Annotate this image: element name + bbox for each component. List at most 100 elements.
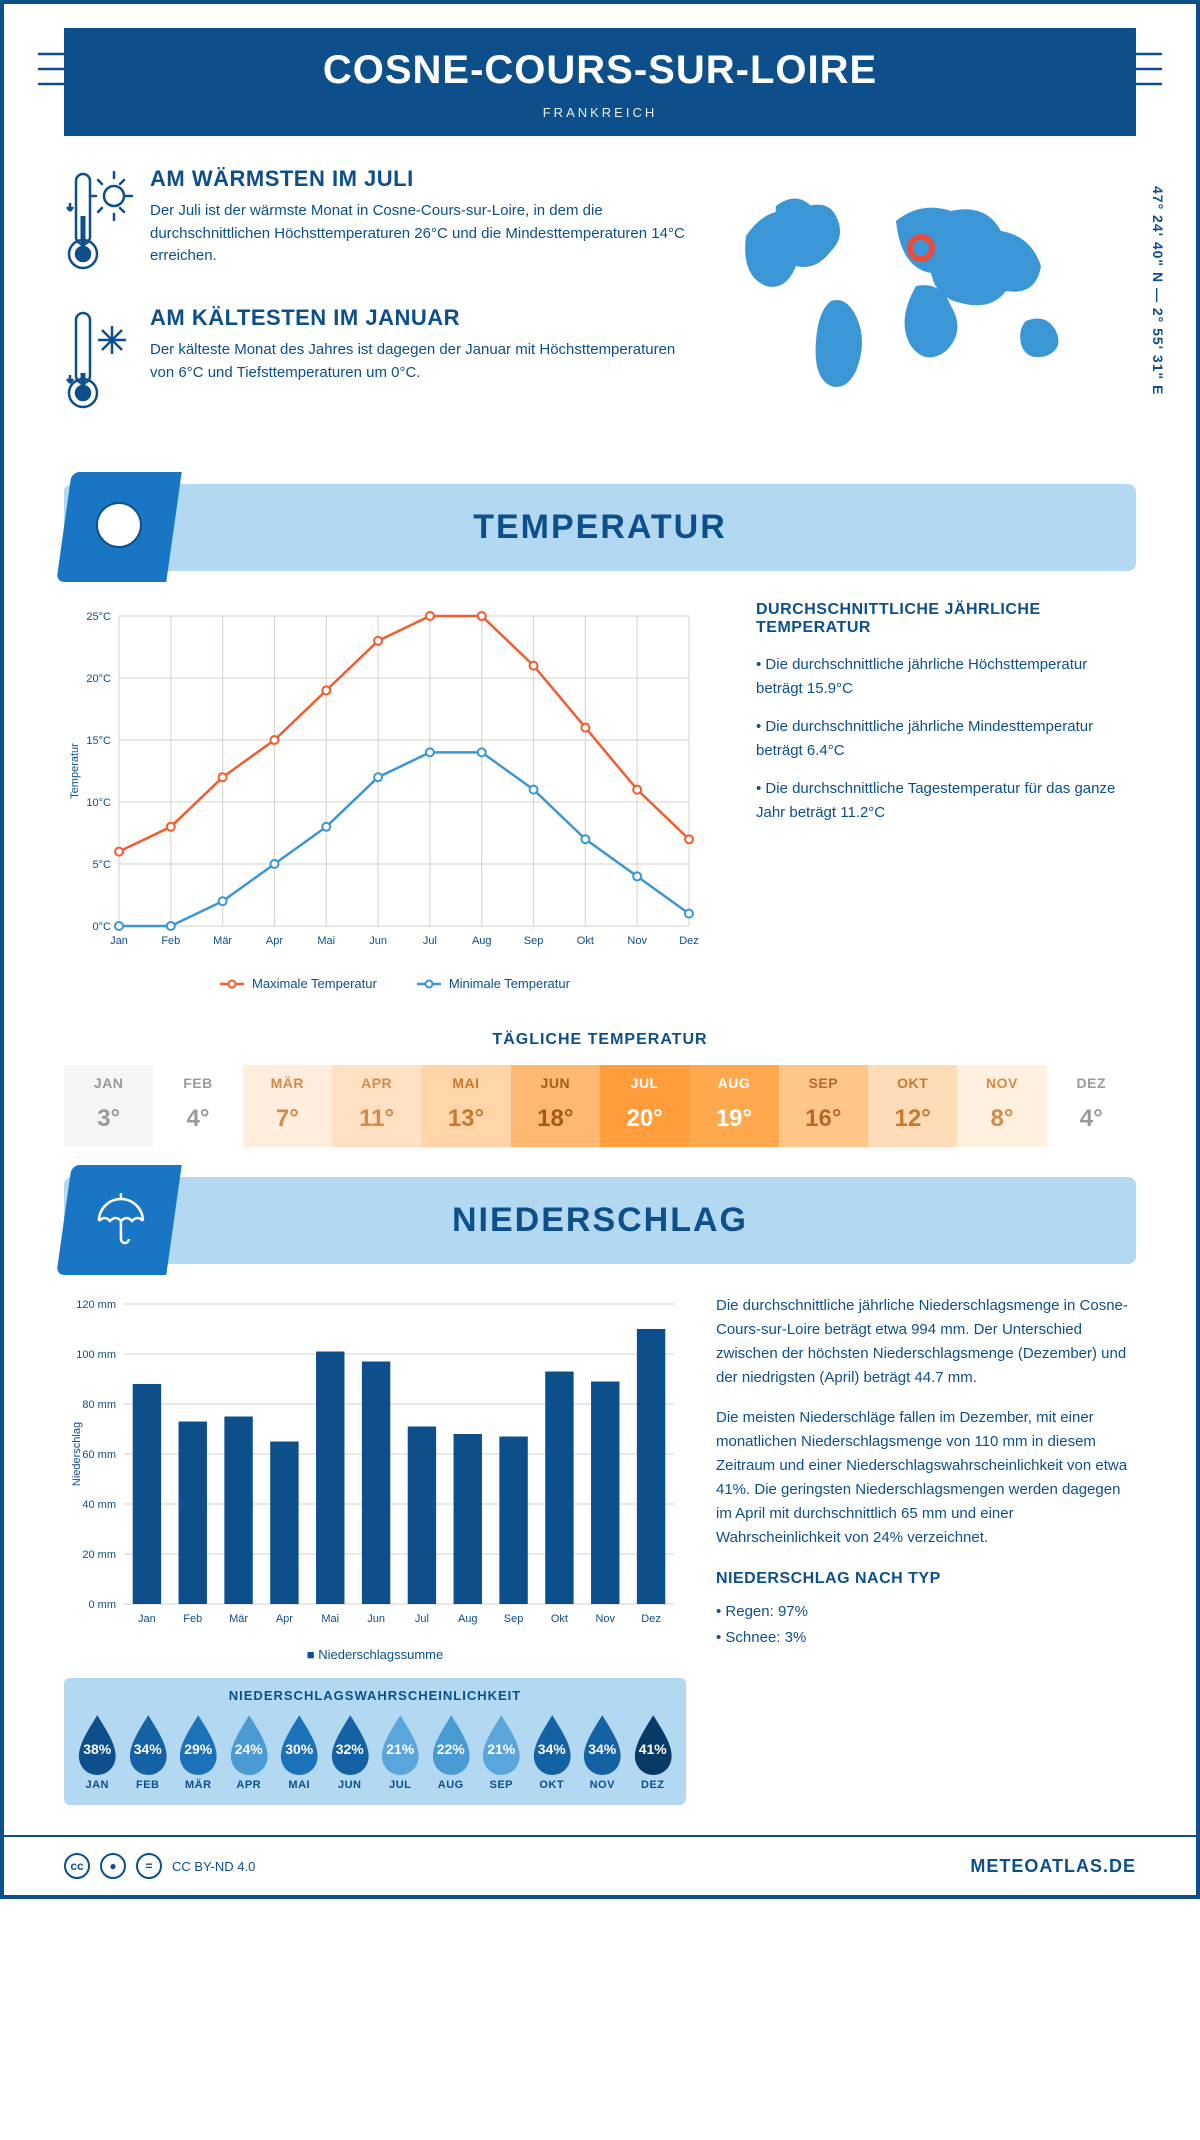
precip-section-bar: NIEDERSCHLAG bbox=[64, 1177, 1136, 1264]
daily-cell: NOV8° bbox=[957, 1065, 1046, 1147]
intro-facts: AM WÄRMSTEN IM JULI Der Juli ist der wär… bbox=[64, 166, 686, 444]
precip-p2: Die meisten Niederschläge fallen im Deze… bbox=[716, 1406, 1136, 1550]
svg-text:Apr: Apr bbox=[266, 935, 283, 947]
prob-cell: 21%JUL bbox=[377, 1713, 424, 1791]
svg-text:120 mm: 120 mm bbox=[76, 1299, 116, 1311]
map-area: 47° 24' 40" N — 2° 55' 31" E bbox=[716, 166, 1136, 444]
svg-text:Okt: Okt bbox=[551, 1613, 568, 1625]
temp-facts: DURCHSCHNITTLICHE JÄHRLICHE TEMPERATUR •… bbox=[756, 601, 1136, 991]
license: cc ● = CC BY-ND 4.0 bbox=[64, 1853, 255, 1879]
svg-text:Jun: Jun bbox=[367, 1613, 385, 1625]
warm-title: AM WÄRMSTEN IM JULI bbox=[150, 166, 686, 192]
prob-cell: 32%JUN bbox=[327, 1713, 374, 1791]
daily-cell: SEP16° bbox=[779, 1065, 868, 1147]
svg-text:Jan: Jan bbox=[110, 935, 128, 947]
svg-text:Mär: Mär bbox=[213, 935, 232, 947]
warm-fact: AM WÄRMSTEN IM JULI Der Juli ist der wär… bbox=[64, 166, 686, 281]
precip-text: Die durchschnittliche jährliche Niedersc… bbox=[716, 1294, 1136, 1805]
temp-title: TEMPERATUR bbox=[64, 508, 1136, 547]
precip-legend: Niederschlagssumme bbox=[64, 1647, 686, 1662]
precip-left: 0 mm 20 mm 40 mm 60 mm 80 mm 100 mm 120 mm Jan F… bbox=[64, 1294, 686, 1805]
svg-text:Jan: Jan bbox=[138, 1613, 156, 1625]
svg-text:Mai: Mai bbox=[321, 1613, 339, 1625]
precip-p1: Die durchschnittliche jährliche Niedersc… bbox=[716, 1294, 1136, 1390]
prob-cell: 34%FEB bbox=[125, 1713, 172, 1791]
svg-text:Mai: Mai bbox=[317, 935, 335, 947]
svg-text:Jul: Jul bbox=[423, 935, 437, 947]
prob-cell: 34%OKT bbox=[529, 1713, 576, 1791]
svg-text:100 mm: 100 mm bbox=[76, 1349, 116, 1361]
svg-text:Jun: Jun bbox=[369, 935, 387, 947]
temp-section-bar: TEMPERATUR bbox=[64, 484, 1136, 571]
prob-cell: 34%NOV bbox=[579, 1713, 626, 1791]
prob-cell: 30%MAI bbox=[276, 1713, 323, 1791]
svg-text:0°C: 0°C bbox=[93, 921, 112, 933]
warm-text: Der Juli ist der wärmste Monat in Cosne-… bbox=[150, 200, 686, 268]
daily-cell: DEZ4° bbox=[1047, 1065, 1136, 1147]
svg-text:25°C: 25°C bbox=[86, 611, 111, 623]
prob-cell: 21%SEP bbox=[478, 1713, 525, 1791]
daily-cell: JUN18° bbox=[511, 1065, 600, 1147]
prob-cell: 22%AUG bbox=[428, 1713, 475, 1791]
daily-cell: JAN3° bbox=[64, 1065, 153, 1147]
cold-title: AM KÄLTESTEN IM JANUAR bbox=[150, 305, 686, 331]
umbrella-section-icon bbox=[56, 1165, 181, 1275]
svg-text:Dez: Dez bbox=[641, 1613, 661, 1625]
precip-body: 0 mm 20 mm 40 mm 60 mm 80 mm 100 mm 120 mm Jan F… bbox=[4, 1264, 1196, 1815]
svg-text:Jul: Jul bbox=[415, 1613, 429, 1625]
country-label: FRANKREICH bbox=[64, 105, 1136, 120]
city-title: COSNE-COURS-SUR-LOIRE bbox=[64, 48, 1136, 93]
svg-text:Apr: Apr bbox=[276, 1613, 293, 1625]
svg-text:Dez: Dez bbox=[679, 935, 699, 947]
temp-fact-3: • Die durchschnittliche Tagestemperatur … bbox=[756, 777, 1136, 825]
footer: cc ● = CC BY-ND 4.0 METEOATLAS.DE bbox=[4, 1835, 1196, 1895]
temp-body: 0°C5°C10°C15°C20°C25°CJanFebMärAprMaiJun… bbox=[4, 571, 1196, 1001]
coordinates: 47° 24' 40" N — 2° 55' 31" E bbox=[1150, 186, 1166, 395]
svg-text:80 mm: 80 mm bbox=[82, 1399, 116, 1411]
temp-legend: Maximale Temperatur Minimale Temperatur bbox=[64, 976, 726, 991]
sun-section-icon bbox=[56, 472, 181, 582]
header: COSNE-COURS-SUR-LOIRE FRANKREICH bbox=[64, 28, 1136, 136]
prob-box: NIEDERSCHLAGSWAHRSCHEINLICHKEIT 38%JAN34… bbox=[64, 1678, 686, 1805]
intro-section: AM WÄRMSTEN IM JULI Der Juli ist der wär… bbox=[4, 136, 1196, 464]
prob-title: NIEDERSCHLAGSWAHRSCHEINLICHKEIT bbox=[74, 1688, 676, 1703]
svg-text:20°C: 20°C bbox=[86, 673, 111, 685]
svg-text:Nov: Nov bbox=[595, 1613, 615, 1625]
temp-chart: 0°C5°C10°C15°C20°C25°CJanFebMärAprMaiJun… bbox=[64, 601, 726, 991]
thermometer-hot-icon bbox=[64, 166, 134, 281]
svg-text:5°C: 5°C bbox=[93, 859, 112, 871]
cc-icon: cc bbox=[64, 1853, 90, 1879]
svg-text:Feb: Feb bbox=[161, 935, 180, 947]
world-map-icon bbox=[716, 166, 1136, 406]
svg-text:0 mm: 0 mm bbox=[89, 1599, 117, 1611]
svg-text:60 mm: 60 mm bbox=[82, 1449, 116, 1461]
daily-cell: APR11° bbox=[332, 1065, 421, 1147]
precip-chart: 0 mm 20 mm 40 mm 60 mm 80 mm 100 mm 120 mm Jan F… bbox=[64, 1294, 684, 1634]
legend-min: Minimale Temperatur bbox=[449, 976, 570, 991]
svg-text:Sep: Sep bbox=[524, 935, 544, 947]
precip-title: NIEDERSCHLAG bbox=[64, 1201, 1136, 1240]
temp-fact-1: • Die durchschnittliche jährliche Höchst… bbox=[756, 653, 1136, 701]
prob-cell: 41%DEZ bbox=[630, 1713, 677, 1791]
svg-text:Niederschlag: Niederschlag bbox=[71, 1422, 83, 1486]
site-name: METEOATLAS.DE bbox=[970, 1856, 1136, 1877]
svg-text:40 mm: 40 mm bbox=[82, 1499, 116, 1511]
precip-type-title: NIEDERSCHLAG NACH TYP bbox=[716, 1566, 1136, 1592]
daily-title: TÄGLICHE TEMPERATUR bbox=[4, 1031, 1196, 1049]
prob-cell: 24%APR bbox=[226, 1713, 273, 1791]
daily-cell: MAI13° bbox=[421, 1065, 510, 1147]
nd-icon: = bbox=[136, 1853, 162, 1879]
cold-fact: AM KÄLTESTEN IM JANUAR Der kälteste Mona… bbox=[64, 305, 686, 420]
by-icon: ● bbox=[100, 1853, 126, 1879]
svg-text:20 mm: 20 mm bbox=[82, 1549, 116, 1561]
svg-text:Aug: Aug bbox=[472, 935, 492, 947]
temp-fact-2: • Die durchschnittliche jährliche Mindes… bbox=[756, 715, 1136, 763]
svg-text:Feb: Feb bbox=[183, 1613, 202, 1625]
precip-type-1: • Regen: 97% bbox=[716, 1600, 1136, 1624]
svg-text:Nov: Nov bbox=[627, 935, 647, 947]
daily-cell: JUL20° bbox=[600, 1065, 689, 1147]
daily-grid: JAN3°FEB4°MÄR7°APR11°MAI13°JUN18°JUL20°A… bbox=[64, 1065, 1136, 1147]
legend-max: Maximale Temperatur bbox=[252, 976, 377, 991]
svg-text:Aug: Aug bbox=[458, 1613, 478, 1625]
daily-cell: AUG19° bbox=[689, 1065, 778, 1147]
